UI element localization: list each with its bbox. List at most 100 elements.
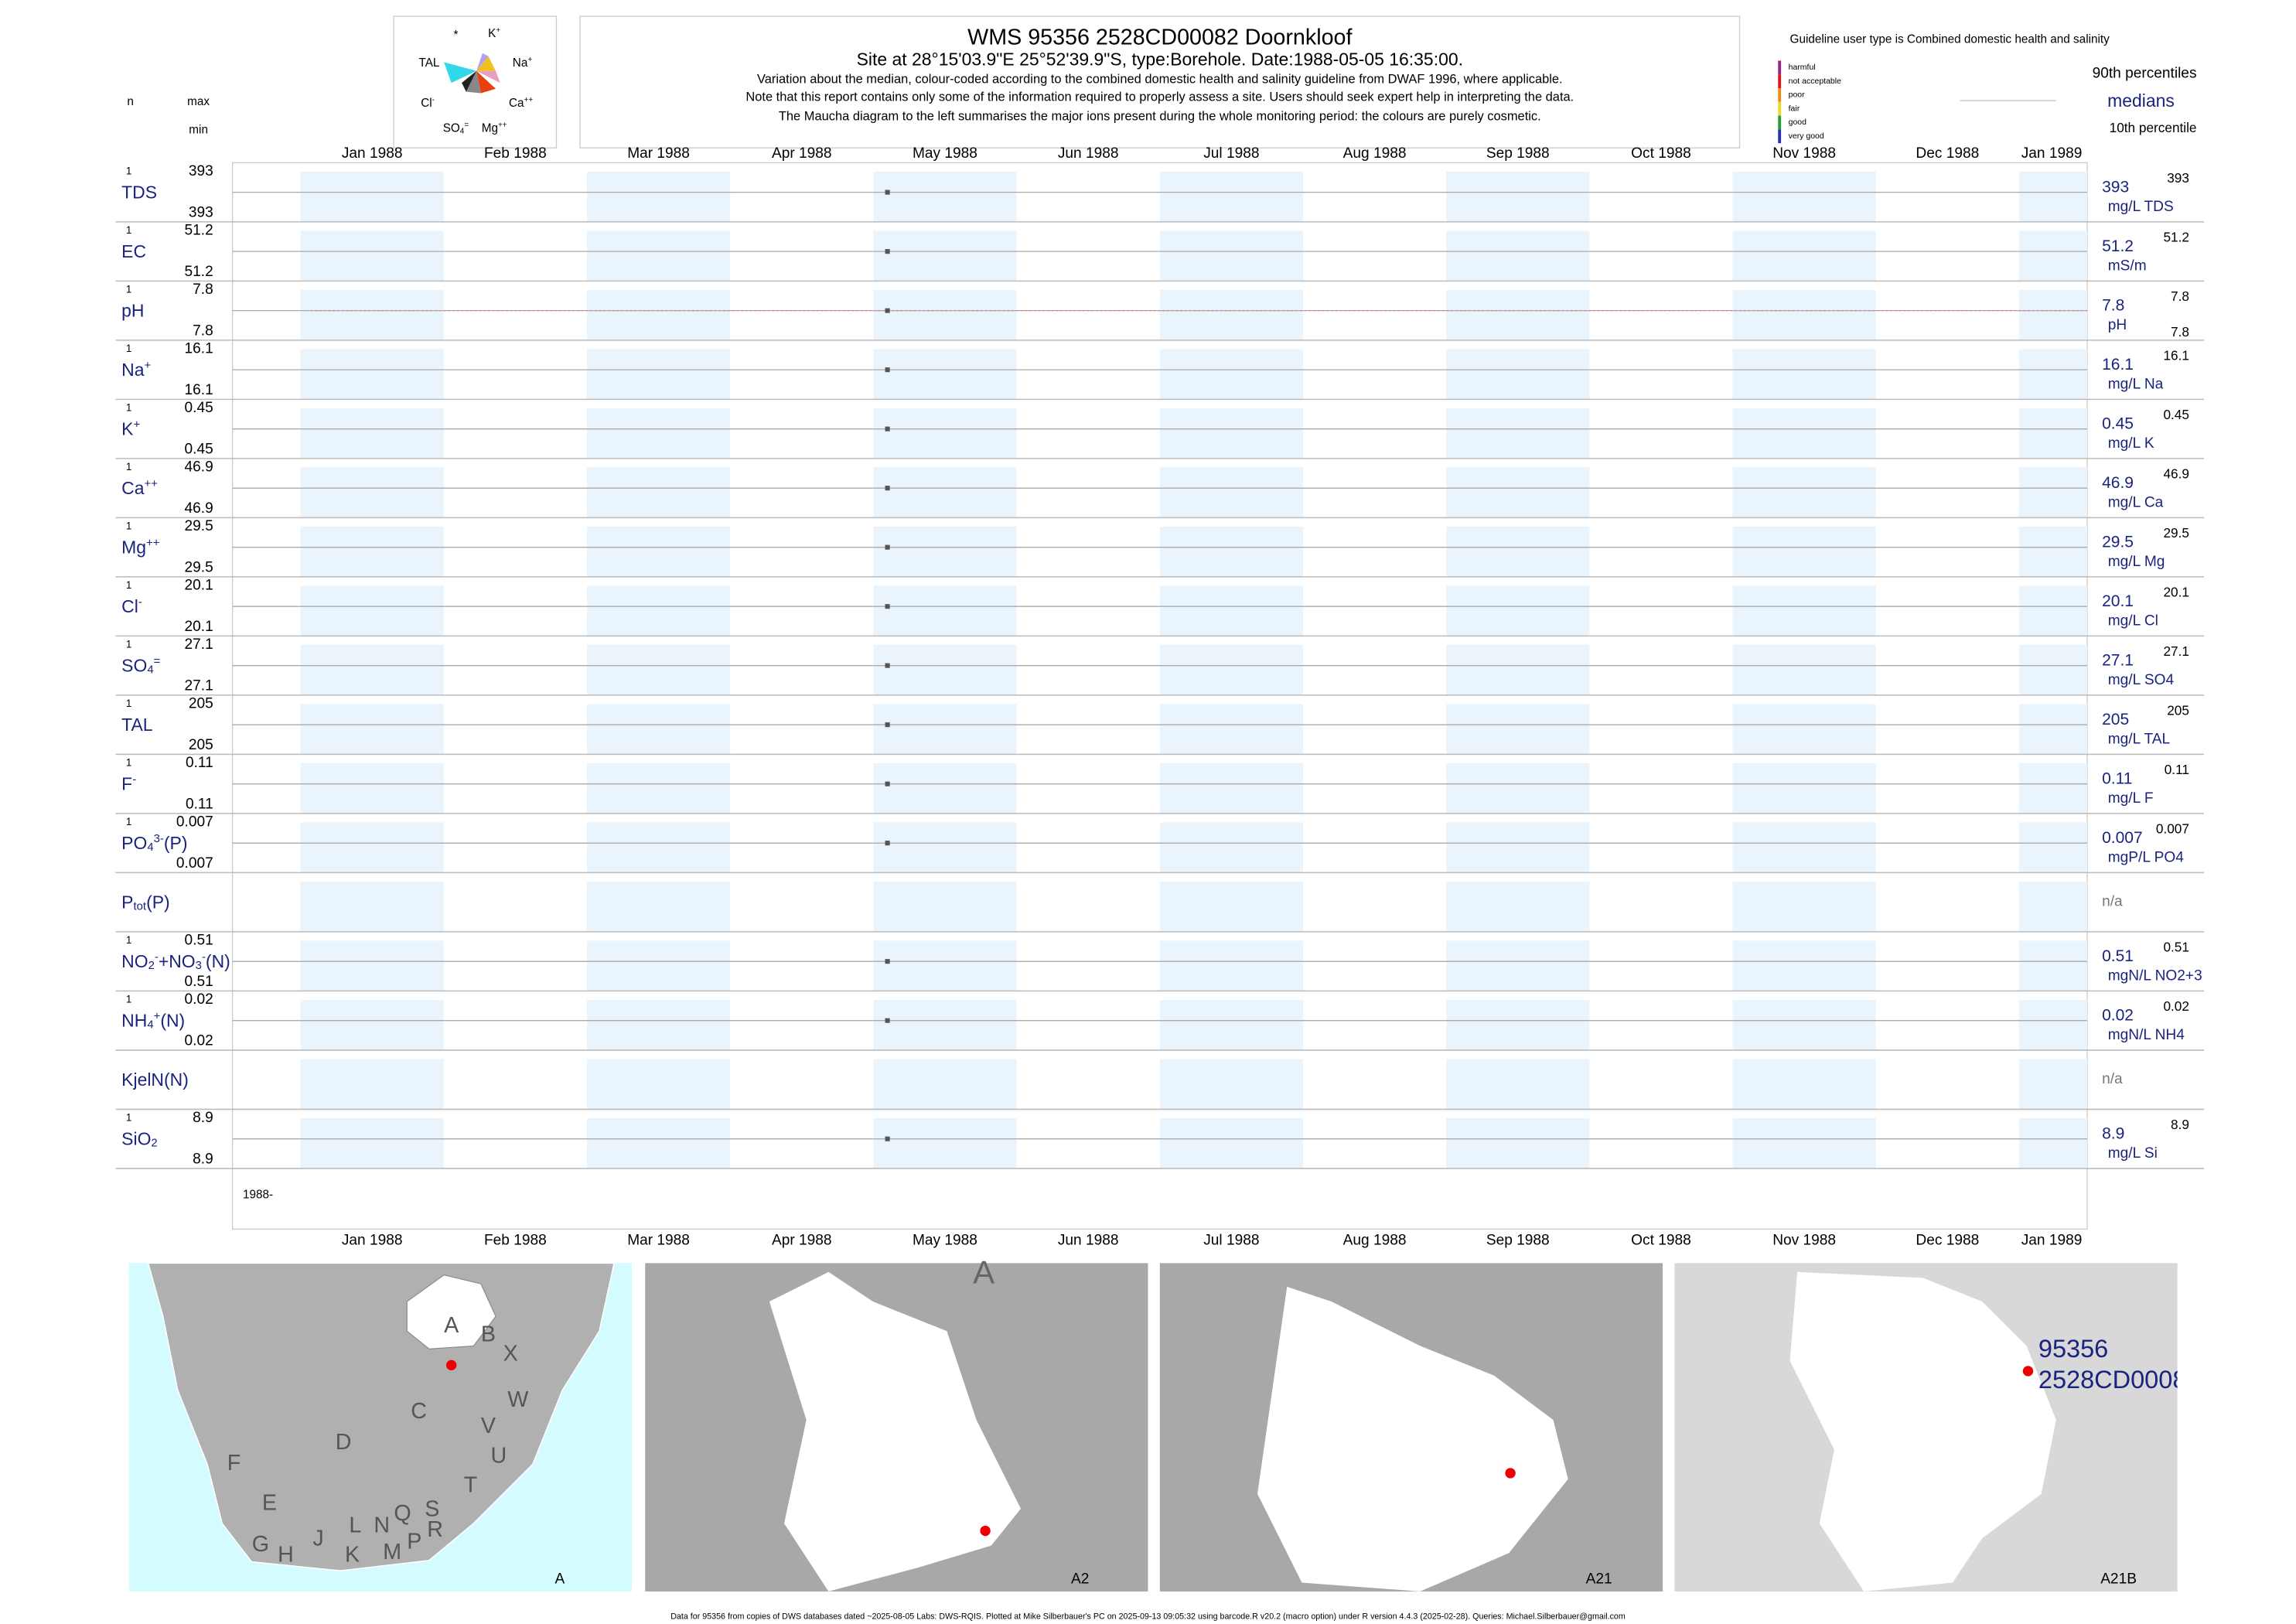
min-label: 16.1: [185, 382, 213, 398]
month-band: [586, 881, 731, 932]
max-label: 20.1: [185, 577, 213, 593]
label-part: 4: [147, 842, 153, 855]
min-label: 0.45: [185, 441, 213, 457]
n-label: 1: [126, 638, 131, 650]
month-label: Nov 1988: [1772, 145, 1836, 162]
month-band: [300, 763, 444, 814]
label-part: NH: [121, 1011, 147, 1031]
month-band: [1446, 999, 1590, 1050]
label-part: Na: [121, 360, 145, 380]
right-max: 393: [2167, 170, 2189, 186]
median-label: 205: [2102, 711, 2129, 728]
maucha-label: TAL: [419, 56, 440, 70]
label-part: 2: [151, 1138, 157, 1150]
month-label: Apr 1988: [772, 145, 832, 162]
month-band: [586, 763, 731, 814]
map-place: H: [278, 1543, 294, 1568]
month-label: Aug 1988: [1343, 1233, 1407, 1249]
footer: Data for 95356 from copies of DWS databa…: [670, 1612, 1626, 1621]
label-part: ++: [146, 537, 159, 550]
maucha-diagram: [444, 53, 500, 94]
data-point: [885, 486, 890, 491]
guideline: Guideline user type is Combined domestic…: [1790, 33, 2110, 46]
unit-label: mg/L K: [2108, 435, 2154, 452]
median-label: 51.2: [2102, 237, 2134, 255]
month-band: [2018, 467, 2087, 518]
variable-label: PO43-(P): [121, 833, 187, 854]
month-label: Oct 1988: [1631, 1233, 1691, 1249]
month-band: [1446, 230, 1590, 281]
label-part: Mg: [482, 121, 498, 135]
month-band: [2018, 763, 2087, 814]
site-marker: [2022, 1366, 2034, 1377]
map-place: A: [973, 1254, 994, 1291]
month-band: [1446, 526, 1590, 577]
min-label: 51.2: [185, 264, 213, 280]
label-part: -: [432, 96, 435, 104]
month-band: [1732, 408, 1876, 459]
variable-label: Mg++: [121, 537, 159, 558]
month-band: [1732, 822, 1876, 873]
map-place: G: [252, 1532, 269, 1557]
legend-swatch: [1778, 115, 1782, 130]
month-band: [586, 467, 731, 518]
month-band: [2018, 289, 2087, 340]
max-label: 27.1: [185, 636, 213, 653]
month-band: [586, 644, 731, 695]
month-label: Feb 1988: [484, 1233, 547, 1249]
min-label: 0.007: [176, 855, 213, 872]
variable-label: Ca++: [121, 478, 158, 498]
max-label: 0.007: [176, 814, 213, 830]
month-band: [1159, 171, 1303, 222]
data-point: [885, 722, 890, 728]
max-label: 0.45: [185, 400, 213, 416]
median-text: n/a: [2102, 1071, 2123, 1087]
median-label: 0.45: [2102, 415, 2134, 432]
month-band: [1159, 1059, 1303, 1110]
max-label: 16.1: [185, 340, 213, 357]
month-band: [873, 467, 1017, 518]
max-label: 0.11: [186, 755, 213, 771]
data-point: [885, 959, 890, 964]
month-band: [1159, 349, 1303, 400]
month-label: Jun 1988: [1058, 1233, 1119, 1249]
min-label: 29.5: [185, 559, 213, 575]
variable-label: K+: [121, 419, 140, 439]
map-place: P: [407, 1529, 421, 1554]
unit-label: mg/L F: [2108, 790, 2154, 807]
month-band: [300, 881, 444, 932]
month-band: [873, 704, 1017, 755]
min-label: 0.51: [185, 974, 213, 990]
month-band: [300, 171, 444, 222]
n-label: 1: [126, 993, 131, 1005]
maucha-label: Mg++: [482, 121, 507, 135]
month-band: [586, 999, 731, 1050]
month-band: [300, 999, 444, 1050]
map-catchment: [1789, 1271, 2056, 1592]
month-band: [2018, 230, 2087, 281]
right-max: 7.8: [2171, 288, 2189, 304]
month-band: [1732, 881, 1876, 932]
month-band: [1732, 999, 1876, 1050]
month-band: [1446, 289, 1590, 340]
legend-lower: 10th percentile: [2110, 120, 2197, 135]
variable-label: TAL: [121, 715, 152, 735]
month-label: Jun 1988: [1058, 145, 1119, 162]
month-band: [1446, 644, 1590, 695]
label-part: Cl: [121, 596, 138, 616]
month-band: [2018, 408, 2087, 459]
right-max: 8.9: [2171, 1117, 2189, 1132]
label-part: -: [202, 951, 206, 964]
month-band: [873, 822, 1017, 873]
median-label: 46.9: [2102, 474, 2134, 492]
variable-label: F-: [121, 774, 136, 794]
month-band: [1159, 585, 1303, 636]
right-max: 27.1: [2163, 643, 2189, 659]
label-part: SiO: [121, 1129, 151, 1149]
n-label: 1: [126, 934, 131, 946]
maucha-label: Na+: [513, 56, 533, 70]
month-band: [300, 585, 444, 636]
month-band: [2018, 704, 2087, 755]
month-label: Mar 1988: [627, 1233, 690, 1249]
month-band: [586, 171, 731, 222]
